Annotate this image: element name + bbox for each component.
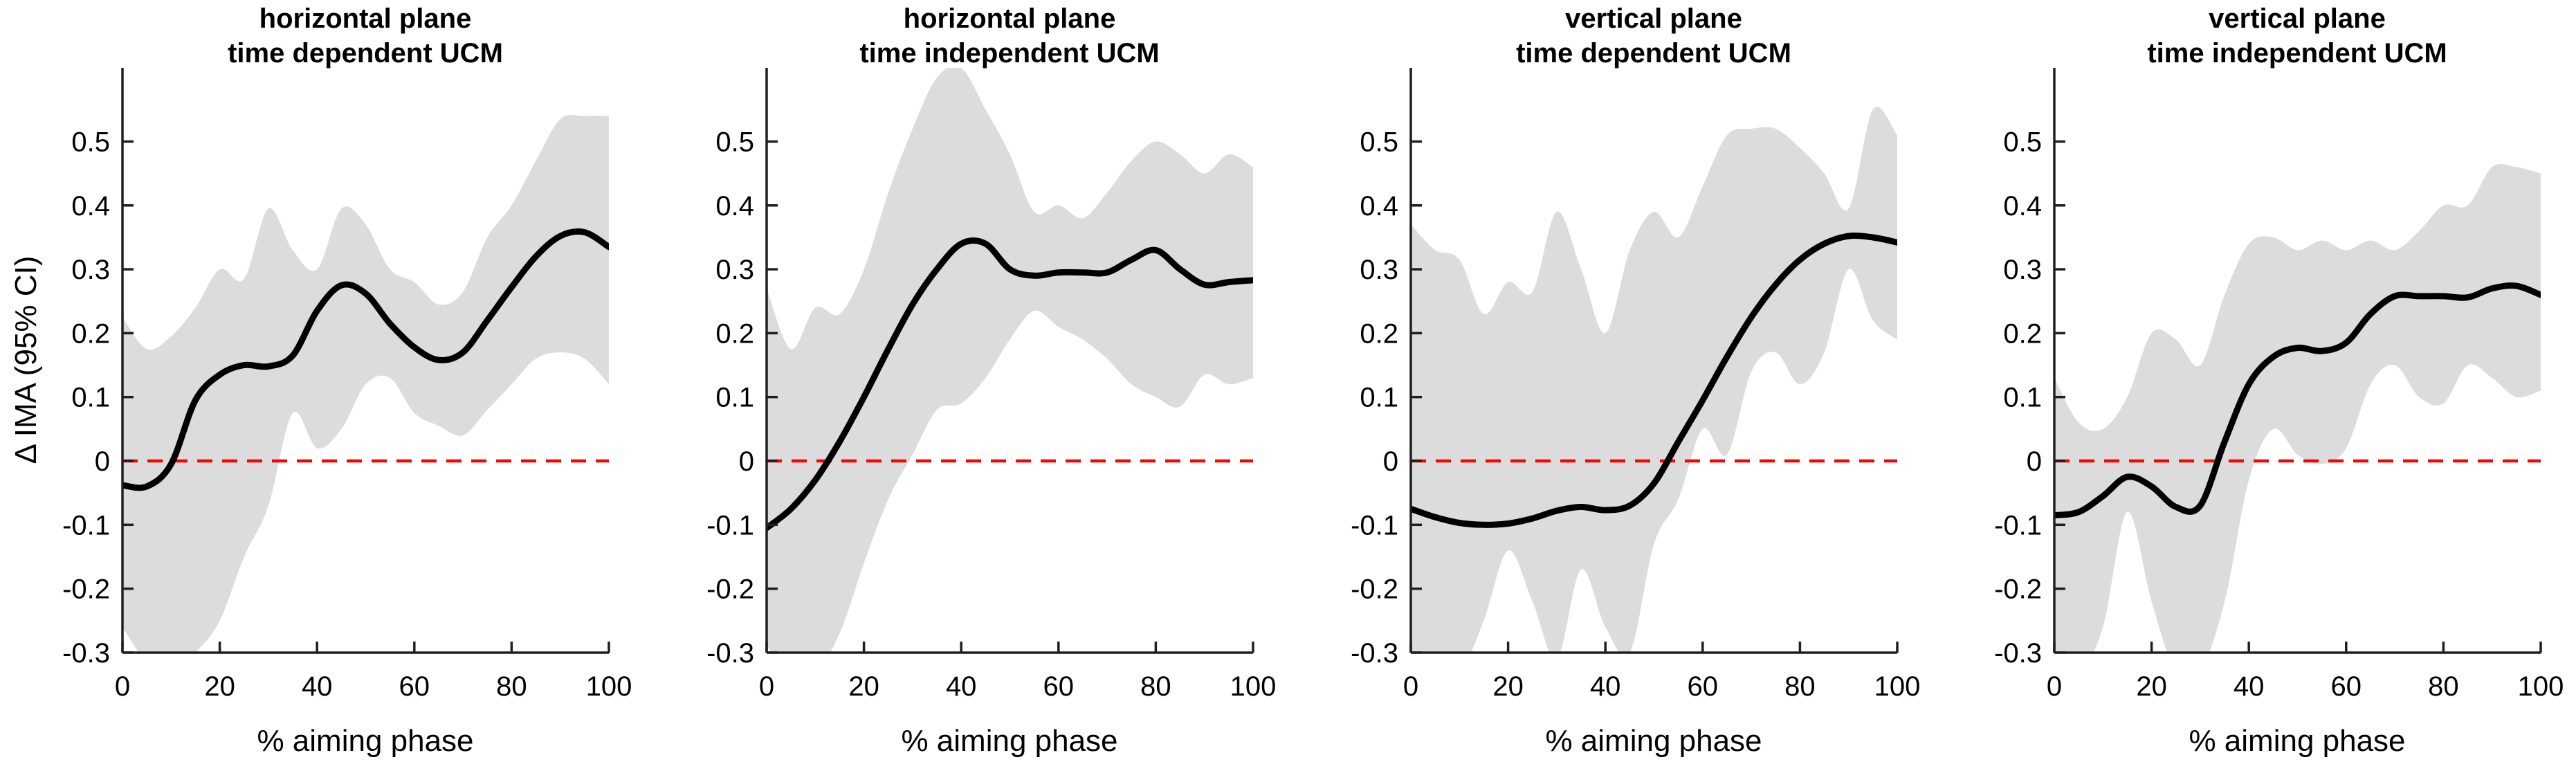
x-tick-label: 80	[2428, 671, 2459, 702]
x-tick-label: 80	[1784, 671, 1816, 702]
x-tick-label: 0	[115, 671, 130, 702]
y-tick-label: 0.1	[2004, 383, 2043, 413]
y-tick-label: 0.5	[1360, 127, 1398, 158]
y-tick-label: 0.5	[2004, 127, 2043, 158]
x-tick-label: 40	[302, 671, 333, 702]
y-tick-label: 0.2	[715, 318, 754, 349]
y-tick-label: 0.1	[71, 383, 110, 413]
x-tick-label: 100	[586, 671, 632, 702]
x-tick-label: 80	[1140, 671, 1171, 702]
x-tick-label: 60	[1043, 671, 1074, 702]
y-tick-label: -0.2	[1994, 574, 2042, 605]
y-tick-label: -0.3	[706, 638, 754, 669]
axes-layer: -0.3 -0.2 -0.1 0 0.1 0.2 0.3 0.4 0.5 0 20 40 60 80 100	[1994, 68, 2564, 702]
y-tick-label: 0.3	[1360, 255, 1398, 285]
subplot-vertical-plane-time-independent: vertical plane time independent UCM % ai…	[1994, 3, 2564, 758]
y-tick-label: 0.3	[2004, 255, 2043, 285]
axes-layer: -0.3 -0.2 -0.1 0 0.1 0.2 0.3 0.4 0.5 0 20 40 60 80 100	[62, 68, 632, 702]
y-tick-label: -0.1	[62, 510, 110, 541]
x-tick-label: 40	[946, 671, 977, 702]
ci-band	[766, 68, 1253, 653]
x-tick-label: 60	[399, 671, 430, 702]
y-tick-label: 0.1	[715, 383, 754, 413]
y-tick-label: 0.4	[715, 191, 754, 221]
y-tick-label: 0	[739, 446, 754, 477]
y-tick-label: 0.5	[71, 127, 110, 158]
y-tick-label: 0	[1382, 446, 1398, 477]
subplot-title-line1: horizontal plane	[259, 3, 472, 34]
x-tick-label: 40	[1589, 671, 1620, 702]
x-tick-label: 0	[759, 671, 774, 702]
x-tick-label: 40	[2234, 671, 2265, 702]
subplot-title-line1: vertical plane	[1565, 3, 1742, 34]
subplot-title-line1: horizontal plane	[903, 3, 1115, 34]
y-tick-label: 0.4	[1360, 191, 1398, 221]
y-tick-label: 0.4	[2004, 191, 2043, 221]
mean-line	[122, 228, 609, 491]
x-tick-label: 100	[1874, 671, 1920, 702]
x-tick-label: 20	[848, 671, 879, 702]
x-tick-label: 60	[1687, 671, 1718, 702]
subplot-horizontal-plane-time-dependent: horizontal plane time dependent UCM Δ IM…	[9, 3, 632, 758]
y-tick-label: -0.3	[1994, 638, 2042, 669]
y-tick-label: 0.1	[1360, 383, 1398, 413]
x-axis-label: % aiming phase	[1545, 724, 1762, 758]
ci-band	[2054, 163, 2541, 653]
axes-layer: -0.3 -0.2 -0.1 0 0.1 0.2 0.3 0.4 0.5 0 20 40 60 80 100	[706, 68, 1276, 702]
x-tick-label: 0	[2047, 671, 2062, 702]
x-tick-label: 20	[1492, 671, 1524, 702]
y-tick-label: 0	[2027, 446, 2042, 477]
y-tick-label: -0.2	[1351, 574, 1398, 605]
x-tick-label: 0	[1403, 671, 1418, 702]
subplot-horizontal-plane-time-independent: horizontal plane time independent UCM % …	[706, 3, 1276, 758]
axes-layer: -0.3 -0.2 -0.1 0 0.1 0.2 0.3 0.4 0.5 0 20 40 60 80 100	[1351, 68, 1920, 702]
x-axis-label: % aiming phase	[257, 724, 473, 758]
x-tick-label: 60	[2331, 671, 2362, 702]
subplot-title-line2: time dependent UCM	[1516, 38, 1791, 69]
mean-line	[1410, 233, 1897, 528]
y-tick-label: -0.1	[1994, 510, 2042, 541]
x-tick-label: 20	[204, 671, 235, 702]
y-tick-label: -0.3	[1351, 638, 1398, 669]
x-axis-label: % aiming phase	[901, 724, 1117, 758]
y-tick-label: 0	[95, 446, 110, 477]
y-tick-label: -0.2	[706, 574, 754, 605]
y-tick-label: 0.2	[71, 318, 110, 349]
subplot-title-line2: time independent UCM	[859, 38, 1159, 69]
y-tick-label: 0.2	[1360, 318, 1398, 349]
y-axis-label: Δ IMA (95% CI)	[9, 256, 43, 464]
y-tick-label: -0.3	[62, 638, 110, 669]
subplot-title-line1: vertical plane	[2209, 3, 2386, 34]
y-tick-label: -0.1	[1351, 510, 1398, 541]
x-tick-label: 100	[1230, 671, 1276, 702]
y-tick-label: 0.2	[2004, 318, 2043, 349]
y-tick-label: -0.1	[706, 510, 754, 541]
x-axis-label: % aiming phase	[2189, 724, 2406, 758]
subplot-title-line2: time dependent UCM	[228, 38, 503, 69]
subplot-title-line2: time independent UCM	[2148, 38, 2447, 69]
x-tick-label: 100	[2518, 671, 2564, 702]
y-tick-label: 0.3	[71, 255, 110, 285]
mean-line	[766, 237, 1253, 532]
ci-band	[1410, 107, 1897, 653]
y-tick-label: -0.2	[62, 574, 110, 605]
y-tick-label: 0.5	[715, 127, 754, 158]
x-tick-label: 20	[2137, 671, 2168, 702]
y-tick-label: 0.4	[71, 191, 110, 221]
mean-line	[2054, 282, 2541, 518]
y-tick-label: 0.3	[715, 255, 754, 285]
x-tick-label: 80	[496, 671, 527, 702]
subplot-vertical-plane-time-dependent: vertical plane time dependent UCM % aimi…	[1351, 3, 1920, 758]
ci-band	[122, 115, 609, 653]
